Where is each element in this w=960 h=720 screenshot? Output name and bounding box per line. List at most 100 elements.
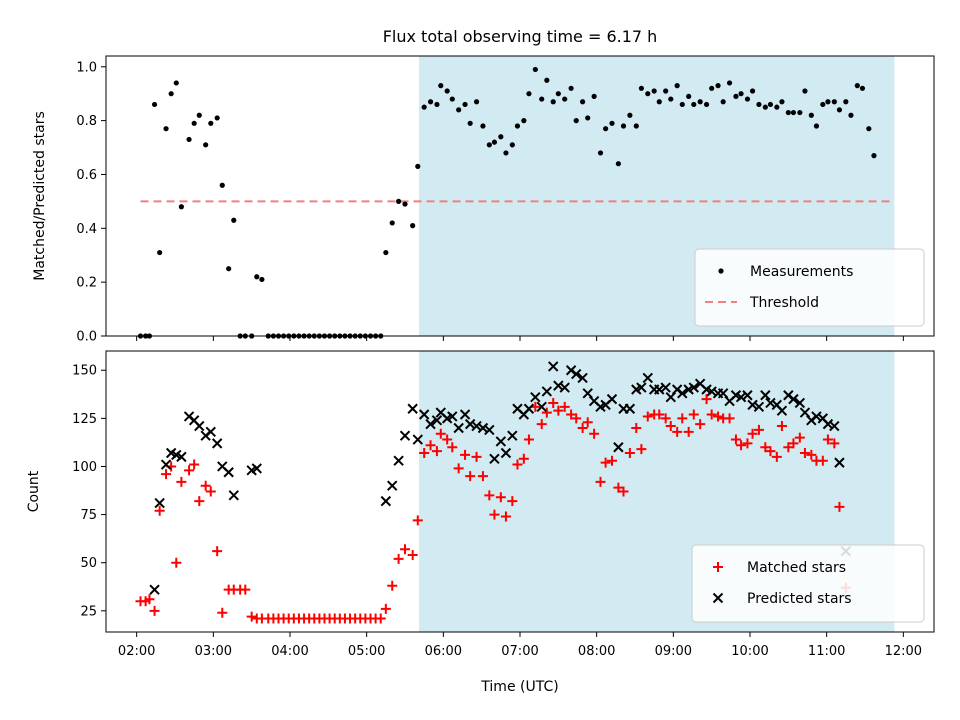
series-measurements (137, 66, 877, 339)
data-point (536, 401, 547, 413)
data-point (500, 447, 512, 459)
data-point (544, 77, 550, 83)
y-tick-label: 0.8 (76, 114, 97, 129)
data-point (779, 99, 785, 105)
data-point (747, 399, 758, 411)
data-point (393, 455, 404, 466)
data-point (477, 471, 488, 482)
data-point (536, 419, 547, 430)
data-point (631, 422, 642, 433)
data-point (730, 434, 741, 445)
data-point (618, 486, 629, 497)
data-point (788, 393, 799, 405)
data-point (724, 413, 735, 424)
data-point (462, 101, 468, 108)
data-point (208, 120, 214, 126)
data-point (212, 546, 223, 557)
data-point (742, 438, 753, 449)
data-point (651, 88, 657, 94)
data-point (507, 496, 518, 507)
data-point (706, 386, 717, 397)
data-point (251, 463, 262, 474)
data-point (168, 91, 174, 97)
data-point (173, 80, 179, 86)
data-point (226, 266, 232, 272)
data-point (471, 420, 482, 432)
data-point (829, 438, 840, 449)
data-point (491, 139, 498, 145)
data-point (541, 386, 553, 397)
data-point (756, 101, 762, 108)
data-point (753, 424, 764, 435)
legend-marker (712, 592, 724, 604)
data-point (530, 391, 541, 403)
data-point (776, 421, 787, 432)
data-point (794, 432, 805, 443)
data-point (767, 101, 774, 108)
data-point (400, 544, 410, 555)
data-point (735, 391, 747, 403)
data-point (526, 91, 532, 97)
data-point (765, 446, 776, 457)
data-point (435, 428, 446, 439)
data-point (808, 112, 814, 118)
chart-title: Flux total observing time = 6.17 h (383, 27, 658, 46)
data-point (194, 496, 205, 507)
data-point (154, 505, 165, 516)
data-point (713, 411, 724, 422)
data-point (615, 161, 621, 167)
y-tick-label: 0.0 (76, 330, 97, 345)
data-point (375, 613, 386, 624)
data-point (553, 405, 564, 416)
data-point (585, 115, 591, 121)
data-point (627, 112, 633, 118)
x-tick-label: 10:00 (731, 644, 768, 659)
data-point (703, 101, 710, 108)
data-point (484, 424, 495, 436)
data-point (636, 444, 647, 455)
data-point (742, 390, 753, 401)
y-tick-label: 75 (80, 508, 97, 523)
data-point (642, 372, 653, 384)
data-point (866, 126, 872, 132)
data-point (582, 417, 593, 428)
data-point (387, 480, 398, 491)
data-point (668, 96, 674, 102)
data-point (762, 104, 768, 110)
data-point (603, 126, 609, 132)
data-point (843, 99, 849, 105)
data-point (788, 438, 799, 449)
data-point (697, 99, 703, 105)
data-point (171, 557, 182, 568)
data-point (396, 198, 402, 204)
data-point (571, 413, 582, 424)
data-point (785, 109, 791, 116)
data-point (431, 415, 443, 426)
data-point (144, 594, 155, 605)
data-point (442, 434, 453, 445)
data-point (736, 440, 747, 451)
data-point (184, 465, 195, 476)
data-point (606, 393, 618, 405)
legend-box (691, 544, 925, 623)
data-point (507, 430, 518, 441)
data-point (434, 101, 440, 108)
data-point (797, 109, 803, 116)
data-point (624, 448, 635, 459)
data-point (683, 426, 694, 437)
data-point (555, 91, 561, 97)
data-point (774, 104, 780, 110)
data-point (465, 471, 476, 482)
data-point (194, 420, 205, 432)
y-tick-label: 50 (80, 556, 97, 571)
data-point (765, 397, 776, 409)
data-point (834, 457, 845, 468)
y-tick-label: 0.6 (76, 168, 97, 183)
x-tick-label: 08:00 (578, 644, 615, 659)
data-point (760, 390, 771, 401)
data-point (500, 511, 511, 522)
data-point (518, 453, 529, 464)
data-point (418, 409, 430, 420)
y-axis-label: Matched/Predicted stars (32, 111, 48, 281)
data-point (553, 380, 564, 391)
